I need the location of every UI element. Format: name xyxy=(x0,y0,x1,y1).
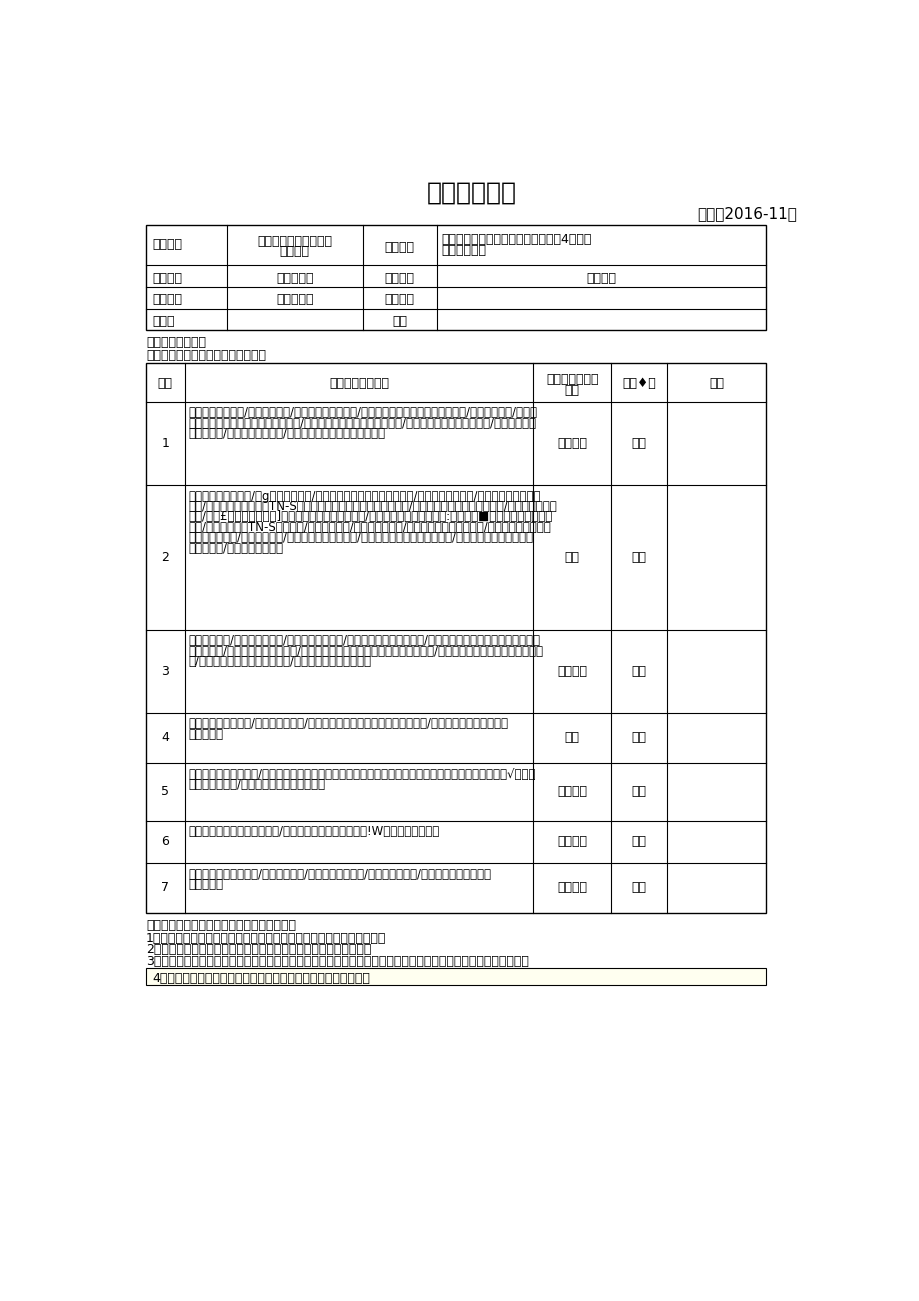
Text: 交底人: 交底人 xyxy=(152,315,175,328)
Text: 低度: 低度 xyxy=(630,731,646,744)
Text: 低度: 低度 xyxy=(630,665,646,678)
Text: 可能遭成的危害: 可能遭成的危害 xyxy=(545,373,598,386)
Text: 安全技术交底: 安全技术交底 xyxy=(426,181,516,204)
Bar xyxy=(146,363,766,913)
Text: 1: 1 xyxy=(161,437,169,450)
Text: 编号：2016-11号: 编号：2016-11号 xyxy=(697,206,796,221)
Text: 冲击钻班组: 冲击钻班组 xyxy=(276,272,313,285)
Text: 机械逢杨永投验收/机械带病作业/操作臭驳员无证上岗/施工场地不平整或淤泥未及时清理/场地碾压不实/吊车、: 机械逢杨永投验收/机械带病作业/操作臭驳员无证上岗/施工场地不平整或淤泥未及时清… xyxy=(188,406,537,419)
Text: 场他未平整、承致力军/设备带病作业/操作人且无过条作/铜丝圈适台要求/吊装作业不规范建成规: 场他未平整、承致力军/设备带病作业/操作人且无过条作/铜丝圈适台要求/吊装作业不… xyxy=(188,868,491,881)
Text: 业人员无证上周/下钢筋笼、添浇筑时无人指: 业人员无证上周/下钢筋笼、添浇筑时无人指 xyxy=(188,778,325,791)
Text: 要求/配电及路云按TN-S系统设置/用电线路老化/灯具外壳案接地/电线等绕在锦松、钢的上/乱拉、乱接电线／保: 要求/配电及路云按TN-S系统设置/用电线路老化/灯具外壳案接地/电线等绕在锦松… xyxy=(188,520,550,533)
Text: 险丝不符合要求/溢电开关失灵/机具设备未接地或接至/移动甩电设备接电未使用插头/接头包扎不好，未断电推: 险丝不符合要求/溢电开关失灵/机具设备未接地或接至/移动甩电设备接电未使用插头/… xyxy=(188,531,533,544)
Text: 存在主要危险因素: 存在主要危险因素 xyxy=(329,377,389,390)
Text: 起重伤害: 起重伤害 xyxy=(557,881,586,894)
Text: 二、作业中应该注去的安全事项（基本规定）: 二、作业中应该注去的安全事项（基本规定） xyxy=(146,920,296,933)
Text: 漏斗操作等: 漏斗操作等 xyxy=(188,727,223,740)
Text: 摄头/使用£属壁替代场所器]慢置接池线线行不符合要求/过或电缆未审管，晨舞舞:嗳嗜摩熟■嘉绩等舞届髓亲符合: 摄头/使用£属壁替代场所器]慢置接池线线行不符合要求/过或电缆未审管，晨舞舞:嗳… xyxy=(188,510,552,523)
Text: 中度: 中度 xyxy=(630,881,646,894)
Text: 触电: 触电 xyxy=(564,550,579,563)
Text: 2．施工中必须严格遵守项目部的规章管理制度，严禁违章作业等。: 2．施工中必须严格遵守项目部的规章管理制度，严禁违章作业等。 xyxy=(146,943,371,956)
Bar xyxy=(146,225,766,330)
Text: 低度: 低度 xyxy=(630,437,646,450)
Text: 关经过培训/运行使用操作不当/设备陈旧老化，安全性能差等。: 关经过培训/运行使用操作不当/设备陈旧老化，安全性能差等。 xyxy=(188,427,385,440)
Text: 工作内容: 工作内容 xyxy=(152,293,182,306)
Text: 中铁二局第二工程有限公司金台铁路4标项目: 中铁二局第二工程有限公司金台铁路4标项目 xyxy=(441,233,591,246)
Text: 电错/用电设备接地域未与TN-S系统有效是域，配电线路老化，破皮/用电设备与电地，开关不匹配/小型机具电缆至: 电错/用电设备接地域未与TN-S系统有效是域，配电线路老化，破皮/用电设备与电地… xyxy=(188,500,557,513)
Text: 职务: 职务 xyxy=(391,315,406,328)
Text: 钢住绳有缺陷/卷扬机制车失灵/检修挂机随意推物/作业人员矩孔口距离过近/钢筋笼、导管吊放挂钩未牢固或吊点: 钢住绳有缺陷/卷扬机制车失灵/检修挂机随意推物/作业人员矩孔口距离过近/钢筋笼、… xyxy=(188,635,540,648)
Text: 钻机皮劳转动部分外漏/钢丝地围结处的夹子或末等强度安装了作业人员跨培正在运转的卷扬机、钢丝绳√钻到作: 钻机皮劳转动部分外漏/钢丝地围结处的夹子或末等强度安装了作业人员跨培正在运转的卷… xyxy=(188,768,536,781)
Text: 5: 5 xyxy=(161,785,169,798)
Text: 备注: 备注 xyxy=(709,377,723,390)
Text: 检修钻机未拴安全带/虚孔未及时回填/弃浆池、循环池未设置护栏及警示标志/灌注碰时作业人员违规站: 检修钻机未拴安全带/虚孔未及时回填/弃浆池、循环池未设置护栏及警示标志/灌注碰时… xyxy=(188,717,508,730)
Text: 范要求等。: 范要求等。 xyxy=(188,878,223,891)
Text: 3．进入该工现场作业人员必须自觉佩戴安全帽，高空作业时必须系好安全带，并严格遵守各自岗位安全操作规程。: 3．进入该工现场作业人员必须自觉佩戴安全帽，高空作业时必须系好安全带，并严格遵守… xyxy=(146,955,528,968)
Text: 2: 2 xyxy=(161,550,169,563)
Text: 足/钢筋笼、导管号放无专人指痛/作业人员未强我安全帽。: 足/钢筋笼、导管号放无专人指痛/作业人员未强我安全帽。 xyxy=(188,656,371,669)
Text: 泵车支场未设置方木或铜板牢固支撑/现场领工员未坚持跟班指挥作业/机械安设位置，方向不正确/作业人员进就: 泵车支场未设置方木或铜板牢固支撑/现场领工员未坚持跟班指挥作业/机械安设位置，方… xyxy=(188,416,536,429)
Text: 植基施工未设置交通安全标志/现场作业时过往车辆辘辘辕!W缉户作山现场未好: 植基施工未设置交通安全标志/现场作业时过往车辆辘辘辕!W缉户作山现场未好 xyxy=(188,825,439,838)
Text: 主电缆未使用五芯线/迫g接地少于三登/照明灯具金属外壳未敷接地保护/知明灯架使用钢斯/空气开关替代漏电保: 主电缆未使用五芯线/迫g接地少于三登/照明灯具金属外壳未敷接地保护/知明灯架使用… xyxy=(188,489,540,502)
Text: 6: 6 xyxy=(161,835,169,848)
Text: 机械倾覆: 机械倾覆 xyxy=(557,437,586,450)
Bar xyxy=(146,968,766,985)
Text: 机械伤害: 机械伤害 xyxy=(557,785,586,798)
Text: 速特大桥: 速特大桥 xyxy=(279,246,310,259)
Text: 施工部位: 施工部位 xyxy=(384,272,414,285)
Text: 序号: 序号 xyxy=(158,377,173,390)
Text: 4．现场作业人员必须服从现场管理人员的指挥，严禁违章更干。: 4．现场作业人员必须服从现场管理人员的指挥，严禁违章更干。 xyxy=(152,972,369,985)
Text: 田市跨永安溪、台金高: 田市跨永安溪、台金高 xyxy=(257,234,332,247)
Text: 工程名称: 工程名称 xyxy=(152,238,182,251)
Text: 作业班组: 作业班组 xyxy=(152,272,182,285)
Text: 钻孔桩施工: 钻孔桩施工 xyxy=(276,293,313,306)
Text: 风险♦效: 风险♦效 xyxy=(621,377,655,390)
Text: 不若合要定/吊车铺丝络不符合要求/钢筋影钢筋焊接质量不补合要衣，强度不足/钢丝的据土翻步不足或紧用强鼻不: 不若合要定/吊车铺丝络不符合要求/钢筋影钢筋焊接质量不补合要衣，强度不足/钢丝的… xyxy=(188,645,543,658)
Text: 1．所有作业人员必须接受安全培训教育，经考核合格后方准入场作业。: 1．所有作业人员必须接受安全培训教育，经考核合格后方准入场作业。 xyxy=(146,932,386,945)
Text: 3: 3 xyxy=(161,665,169,678)
Text: 物体打击: 物体打击 xyxy=(557,665,586,678)
Text: 4: 4 xyxy=(161,731,169,744)
Text: 低度: 低度 xyxy=(630,785,646,798)
Text: 交底时间: 交底时间 xyxy=(384,293,414,306)
Text: 7: 7 xyxy=(161,881,169,894)
Text: 事件: 事件 xyxy=(564,384,579,397)
Text: 经理部一分部: 经理部一分部 xyxy=(441,243,486,256)
Text: 拉电器设备/电线，涪地拖放等: 拉电器设备/电线，涪地拖放等 xyxy=(188,541,283,554)
Text: 施工单位: 施工单位 xyxy=(384,241,414,254)
Text: 安全技术交底内容: 安全技术交底内容 xyxy=(146,336,206,349)
Text: 低度: 低度 xyxy=(630,835,646,848)
Text: 中度: 中度 xyxy=(630,550,646,563)
Text: 整落: 整落 xyxy=(564,731,579,744)
Text: 交通事故: 交通事故 xyxy=(557,835,586,848)
Text: 桥梁桩基: 桥梁桩基 xyxy=(585,272,615,285)
Text: 一、存在的危险部位及惹房产生后果: 一、存在的危险部位及惹房产生后果 xyxy=(146,350,266,363)
